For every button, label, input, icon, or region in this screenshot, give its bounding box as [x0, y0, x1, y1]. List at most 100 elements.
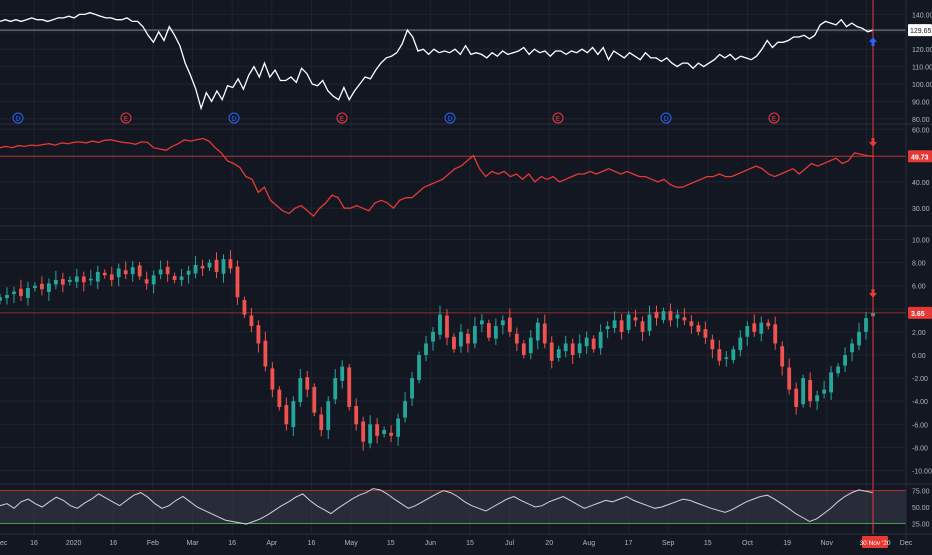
y-tick-label: -4.00: [912, 399, 928, 406]
dividend-marker-label: D: [663, 116, 668, 123]
oscillator-arrow-down-icon: [869, 289, 877, 298]
candle-body: [12, 291, 16, 295]
candle-body: [640, 321, 645, 332]
y-tick-label: -6.00: [912, 422, 928, 429]
dividend-marker[interactable]: [444, 112, 456, 124]
y-tick-label: 30.00: [912, 206, 930, 213]
candle-body: [249, 315, 254, 327]
candle-body: [633, 317, 638, 321]
candle-body: [102, 272, 107, 276]
candle-body: [654, 311, 659, 319]
candle-body: [766, 322, 771, 327]
candle-body: [123, 270, 128, 275]
candle-body: [270, 368, 275, 390]
candle-body: [731, 349, 736, 361]
candle-body: [864, 318, 868, 332]
candle-body: [466, 333, 470, 344]
dividend-marker-label: D: [15, 116, 20, 123]
candle-body: [165, 266, 170, 275]
y-tick-label: 100.00: [912, 82, 932, 89]
candle-body: [81, 276, 86, 283]
candle-body: [696, 325, 701, 332]
candle-body: [144, 279, 149, 284]
dividend-marker[interactable]: [228, 112, 240, 124]
rsi-band-fill: [0, 490, 906, 524]
rsi-tick-label: 75.00: [912, 489, 930, 496]
x-tick-label: 15: [704, 540, 712, 547]
earnings-marker[interactable]: [336, 112, 348, 124]
candle-body: [703, 329, 708, 338]
y-tick-label: -10.00: [912, 468, 932, 475]
candle-body: [514, 333, 519, 344]
candle-body: [67, 279, 72, 282]
x-tick-label: 16: [308, 540, 316, 547]
candle-body: [221, 259, 226, 274]
candle-body: [857, 331, 861, 346]
candle-body: [368, 424, 373, 444]
candle-body: [493, 326, 498, 339]
last-price-tag: 129.65: [910, 28, 932, 35]
candle-body: [361, 421, 366, 442]
y-tick-label: 2.00: [912, 330, 926, 337]
candle-body: [598, 331, 603, 349]
candle-body: [200, 265, 205, 269]
candle-body: [668, 311, 673, 321]
y-tick-label: 80.00: [912, 117, 930, 124]
y-tick-label: -2.00: [912, 376, 928, 383]
earnings-marker[interactable]: [552, 112, 564, 124]
dividend-marker[interactable]: [660, 112, 672, 124]
candle-body: [836, 366, 840, 374]
candle-body: [389, 432, 394, 436]
y-tick-label: 6.00: [912, 284, 926, 291]
candle-body: [486, 323, 491, 338]
dividend-marker[interactable]: [12, 112, 24, 124]
candle-body: [549, 342, 554, 361]
candle-body: [403, 401, 407, 418]
y-tick-label: 10.00: [912, 238, 930, 245]
candle-body: [431, 331, 435, 342]
candle-body: [850, 343, 854, 353]
candle-body: [312, 386, 317, 413]
candle-body: [158, 269, 163, 275]
candle-body: [577, 343, 582, 354]
x-tick-label: 2020: [66, 540, 82, 547]
candle-body: [710, 339, 715, 350]
candle-body: [584, 337, 589, 347]
y-tick-label: 110.00: [912, 65, 932, 72]
cursor-date-box: [862, 536, 888, 548]
candle-body: [647, 314, 652, 331]
candle-body: [263, 340, 268, 367]
candle-body: [843, 355, 847, 366]
candle-body: [563, 343, 568, 352]
rsi-tick-label: 25.00: [912, 521, 930, 528]
candle-body: [340, 366, 345, 381]
candle-body: [396, 418, 400, 437]
x-tick-label: ec: [0, 540, 8, 547]
x-tick-label: 16: [228, 540, 236, 547]
candle-body: [626, 314, 631, 331]
candle-body: [591, 338, 596, 350]
candle-body: [479, 320, 484, 325]
candle-body: [33, 285, 37, 289]
candle-body: [570, 343, 575, 355]
x-tick-label: 19: [783, 540, 791, 547]
candle-body: [5, 294, 9, 299]
dividend-marker-label: D: [231, 116, 236, 123]
earnings-marker[interactable]: [120, 112, 132, 124]
candle-body: [745, 326, 750, 337]
y-tick-label: 40.00: [912, 180, 930, 187]
x-tick-label: 17: [625, 540, 633, 547]
candle-body: [507, 317, 512, 332]
candle-body: [822, 389, 827, 394]
candle-body: [326, 401, 331, 431]
y-tick-label: 140.00: [912, 12, 932, 19]
candle-body: [60, 279, 65, 285]
x-tick-label: Oct: [742, 540, 753, 547]
x-tick-label: 15: [466, 540, 474, 547]
candle-body: [53, 279, 58, 285]
candle-body: [26, 288, 30, 298]
earnings-marker[interactable]: [768, 112, 780, 124]
